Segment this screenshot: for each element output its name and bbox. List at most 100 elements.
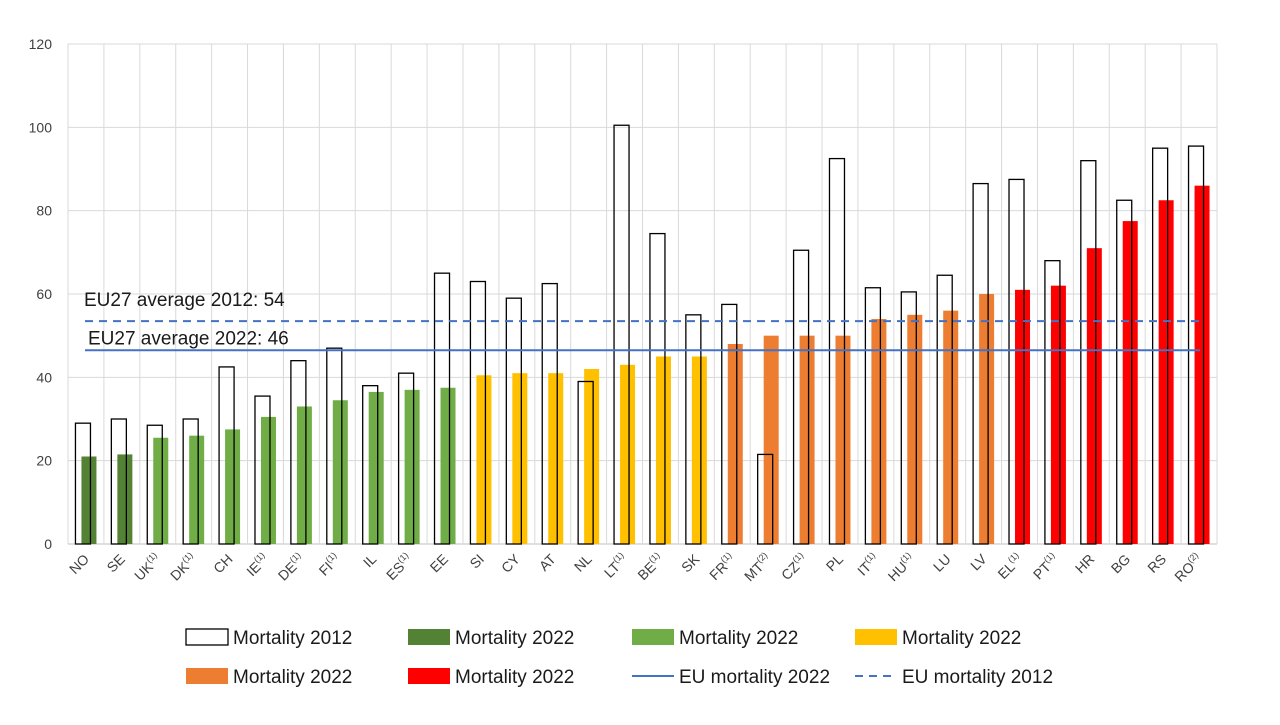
bar-2022-lt: [620, 364, 636, 544]
x-category-label-ee: EE: [427, 551, 452, 576]
bar-2012-lv: [972, 182, 989, 545]
bar-2022-lu: [943, 310, 959, 544]
legend-label: Mortality 2012: [233, 628, 352, 649]
bar-2012-uk: [146, 424, 163, 545]
legend-item: Mortality 2022: [186, 667, 352, 688]
grid-layer: [67, 43, 1218, 545]
bar-2022-bg: [1122, 221, 1138, 545]
bar-2022-ro: [1194, 185, 1210, 544]
x-category-label-lt: LT(1): [600, 550, 631, 581]
bar-2012-it: [864, 287, 882, 545]
bar-2012-ee: [433, 272, 451, 545]
x-category-label-nl: NL: [571, 551, 595, 575]
bar-2012-lt: [613, 124, 630, 545]
bar-2022-hr: [1086, 248, 1102, 544]
bar-2012-sk: [685, 314, 702, 545]
x-category-label-si: SI: [466, 551, 487, 572]
bar-2022-fr: [727, 344, 743, 544]
bar-2022-el: [1015, 289, 1031, 544]
bar-2022-ie: [260, 416, 276, 544]
bar-2012-lu: [936, 274, 953, 545]
legend-label: Mortality 2022: [233, 667, 352, 688]
x-category-label-no: NO: [66, 551, 92, 577]
bar-2022-dk: [189, 435, 205, 544]
x-category-label-ch: CH: [210, 551, 236, 577]
bar-2012-be: [649, 232, 666, 545]
bar-2022-nl: [584, 369, 600, 544]
bar-2012-dk: [182, 418, 199, 545]
legend-swatch-outline: [185, 628, 229, 646]
x-category-label-el: EL(1): [994, 550, 1026, 582]
x-category-labels: NO SE UK(1)DK(1) CH IE(1)DE(1)FI(1) IL ES(1) EE…: [66, 550, 1200, 585]
bar-2022-mt: [763, 335, 779, 544]
bar-2012-pt: [1044, 260, 1061, 545]
bar-2012-ie: [254, 395, 271, 545]
bar-2022-sk: [691, 356, 707, 544]
bar-2022-cy: [512, 373, 528, 544]
bar-2012-il: [362, 385, 379, 545]
bar-2012-at: [541, 282, 558, 545]
y-tick-label: 100: [29, 119, 53, 135]
legend: Mortality 2012 Mortality 2022 Mortality 20…: [185, 628, 1053, 688]
legend-swatch-yellow: [855, 629, 897, 645]
bar-2012-rs: [1151, 147, 1169, 545]
x-category-label-cy: CY: [498, 550, 524, 576]
bar-2022-lv: [979, 294, 995, 544]
legend-item: Mortality 2012: [185, 628, 352, 649]
y-tick-label: 80: [36, 203, 52, 219]
legend-label: Mortality 2022: [455, 628, 574, 649]
bar-2012-fr: [721, 303, 738, 545]
bar-2022-rs: [1158, 200, 1174, 544]
bar-2012-hr: [1080, 160, 1097, 545]
legend-label: EU mortality 2022: [679, 667, 830, 688]
bar-2012-el: [1008, 178, 1025, 545]
bar-2012-ch: [218, 366, 235, 545]
x-category-label-at: AT: [536, 550, 560, 574]
x-category-label-cz: CZ(1): [777, 550, 810, 583]
x-category-label-fi: FI(1): [315, 550, 344, 579]
bar-2012-cy: [505, 297, 522, 545]
x-category-label-mt: MT(2): [740, 550, 774, 584]
legend-item: Mortality 2022: [632, 628, 798, 649]
x-category-label-dk: DK(1): [166, 550, 200, 584]
bar-2022-it: [871, 319, 887, 544]
bar-2022-uk: [153, 437, 169, 544]
bar-2012-nl: [577, 380, 594, 545]
x-category-label-hr: HR: [1072, 551, 1098, 577]
bar-2022-pt: [1050, 285, 1066, 544]
bar-2012-fi: [326, 347, 343, 545]
y-tick-label: 40: [36, 369, 52, 385]
legend-item: Mortality 2022: [855, 628, 1021, 649]
y-tick-label: 60: [36, 286, 52, 302]
bar-2012-mt: [757, 453, 774, 545]
x-category-label-de: DE(1): [274, 550, 308, 584]
bar-2012-es: [397, 372, 415, 545]
legend-item: EU mortality 2012: [855, 667, 1053, 688]
x-category-label-uk: UK(1): [130, 550, 164, 584]
bar-2012-hu: [900, 291, 917, 545]
legend-swatch-green: [632, 629, 674, 645]
bar-2012-cz: [792, 249, 810, 545]
bar-2022-hu: [907, 314, 923, 544]
legend-swatch-dark-green: [408, 629, 450, 645]
bar-2012-no: [74, 422, 92, 545]
reference-lines-layer: EU27 average 2022: 46 EU27 average 2012: …: [84, 290, 1200, 352]
bar-2022-ee: [440, 387, 456, 544]
x-category-label-rs: RS: [1144, 551, 1169, 576]
legend-label: Mortality 2022: [679, 628, 798, 649]
x-category-label-ie: IE(1): [242, 550, 271, 579]
y-tick-label: 0: [44, 536, 52, 552]
legend-label: Mortality 2022: [902, 628, 1021, 649]
legend-label: Mortality 2022: [455, 667, 574, 688]
legend-item: Mortality 2022: [408, 667, 574, 688]
x-category-label-be: BE(1): [634, 550, 667, 583]
x-category-label-pl: PL: [823, 551, 847, 575]
bar-2022-se: [117, 454, 133, 544]
x-category-label-pt: PT(1): [1029, 550, 1061, 582]
bar-2012-si: [469, 280, 487, 545]
bar-2022-es: [404, 389, 420, 544]
y-tick-label: 120: [29, 36, 53, 52]
bar-2012-se: [110, 418, 128, 545]
